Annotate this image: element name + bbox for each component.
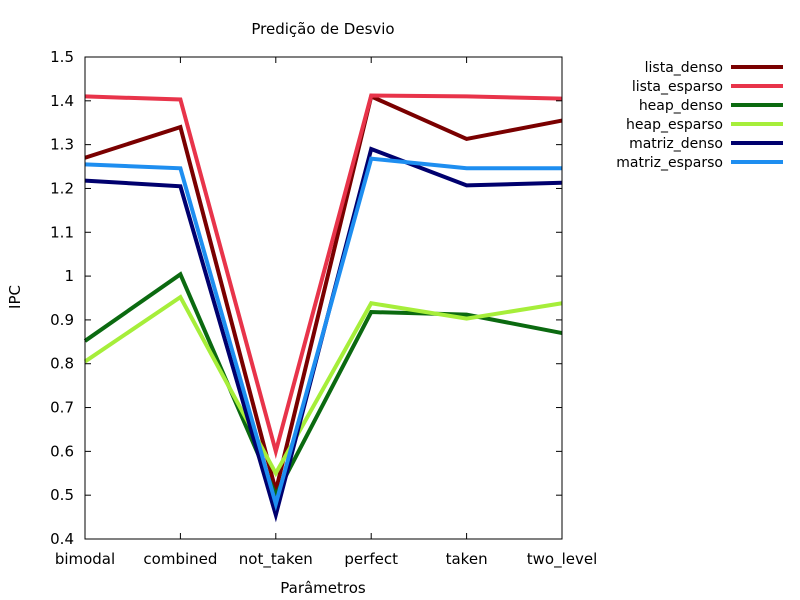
- y-tick-label: 1: [64, 267, 74, 285]
- y-tick-label: 1.4: [50, 92, 74, 110]
- x-tick-label: two_level: [527, 550, 598, 569]
- y-tick-label: 1.2: [50, 179, 74, 197]
- x-tick-label: combined: [143, 550, 217, 568]
- series-line-heap_esparso: [83, 294, 563, 478]
- y-tick-label: 0.9: [50, 311, 74, 329]
- y-tick-label: 0.5: [50, 486, 74, 504]
- x-axis-label: Parâmetros: [280, 579, 366, 597]
- chart-title: Predição de Desvio: [251, 20, 394, 38]
- y-tick-label: 0.8: [50, 355, 74, 373]
- y-tick-label: 1.3: [50, 136, 74, 154]
- x-tick-label: perfect: [344, 550, 398, 568]
- legend-label: matriz_denso: [629, 136, 723, 152]
- series-line-lista_esparso: [84, 93, 563, 460]
- x-tick-label: bimodal: [55, 550, 115, 568]
- series-line-lista_denso: [84, 93, 563, 492]
- legend: lista_denso lista_esparso heap_denso heap_e…: [616, 60, 783, 171]
- y-tick-label: 1.5: [50, 48, 74, 66]
- legend-label: matriz_esparso: [616, 155, 723, 171]
- series-line-matriz_esparso: [84, 156, 562, 512]
- y-tick-label: 0.6: [50, 442, 74, 460]
- x-tick-label: not_taken: [239, 550, 313, 569]
- y-axis-label: IPC: [6, 285, 24, 309]
- y-tick-label: 0.4: [50, 530, 74, 548]
- plot-frame: [84, 56, 563, 540]
- y-tick-label: 0.7: [50, 399, 74, 417]
- legend-label: heap_denso: [639, 98, 723, 114]
- legend-label: lista_denso: [645, 60, 723, 76]
- legend-label: heap_esparso: [626, 117, 723, 133]
- y-tick-label: 1.1: [50, 223, 74, 241]
- x-tick-label: taken: [446, 550, 488, 568]
- legend-label: lista_esparso: [632, 79, 723, 95]
